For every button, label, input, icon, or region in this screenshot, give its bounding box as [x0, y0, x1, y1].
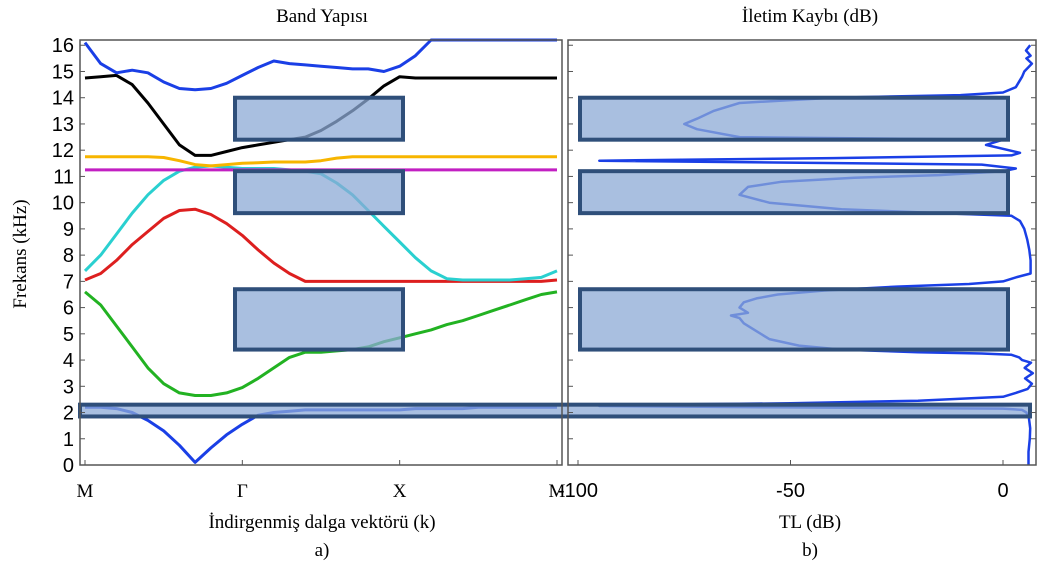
tl-gap-box-3	[578, 287, 1010, 352]
lower-gap-strip	[78, 402, 1032, 419]
chart-b-title: İletim Kaybı (dB)	[742, 6, 878, 27]
transmission-loss-plot	[78, 44, 1035, 465]
chart-b-frame	[567, 39, 1037, 466]
y-tick-label: 16	[52, 35, 74, 57]
y-tick-label: 15	[52, 61, 74, 83]
x-tick-label: M	[549, 481, 566, 502]
tl-gap-box-1	[578, 95, 1010, 142]
y-tick-label: 6	[63, 298, 74, 320]
band-series-line-3	[84, 207, 558, 283]
band-series-line-6	[85, 155, 557, 168]
y-tick-label: 9	[63, 219, 74, 241]
y-tick-label: 11	[53, 166, 74, 188]
chart-b-xlabel: TL (dB)	[779, 512, 841, 533]
plot-frames	[79, 39, 1037, 466]
chart-a-frame	[79, 39, 563, 466]
tl-gap-box-2	[578, 169, 1010, 216]
chart-a-xlabel: İndirgenmiş dalga vektörü (k)	[208, 512, 435, 533]
band-gap-box-3	[233, 287, 405, 352]
band-gap-box-2	[233, 169, 405, 216]
y-tick-label: 8	[63, 245, 74, 267]
band-structure-plot	[83, 38, 558, 464]
y-tick-label: 2	[63, 403, 74, 425]
band-gap-box-1	[233, 95, 405, 142]
x-tick-label: X	[393, 481, 407, 502]
x-tick-label: Γ	[237, 481, 248, 502]
x-tick-label: M	[77, 481, 94, 502]
band-series-line-8	[83, 38, 557, 92]
x-tick-label-b: -100	[558, 480, 598, 502]
y-tick-label: 3	[63, 376, 74, 398]
y-tick-label: 12	[52, 140, 74, 162]
y-tick-label: 5	[63, 324, 74, 346]
chart-a-caption: a)	[315, 540, 330, 561]
x-tick-label-b: 0	[997, 480, 1008, 502]
y-tick-label: 10	[52, 193, 74, 215]
y-tick-label: 0	[63, 455, 74, 477]
chart-b-x-ticks: -100 -50 0	[558, 460, 1009, 502]
y-tick-label: 7	[63, 271, 74, 293]
band-series-line-2	[84, 290, 558, 397]
chart-b-caption: b)	[802, 540, 818, 561]
y-tick-label: 4	[63, 350, 74, 372]
y-tick-label: 14	[52, 88, 74, 110]
y-tick-label: 1	[63, 429, 74, 451]
chart-a-ylabel: Frekans (kHz)	[10, 199, 31, 308]
y-tick-label: 13	[52, 114, 74, 136]
chart-a-title: Band Yapısı	[276, 6, 368, 27]
x-tick-label-b: -50	[776, 480, 805, 502]
